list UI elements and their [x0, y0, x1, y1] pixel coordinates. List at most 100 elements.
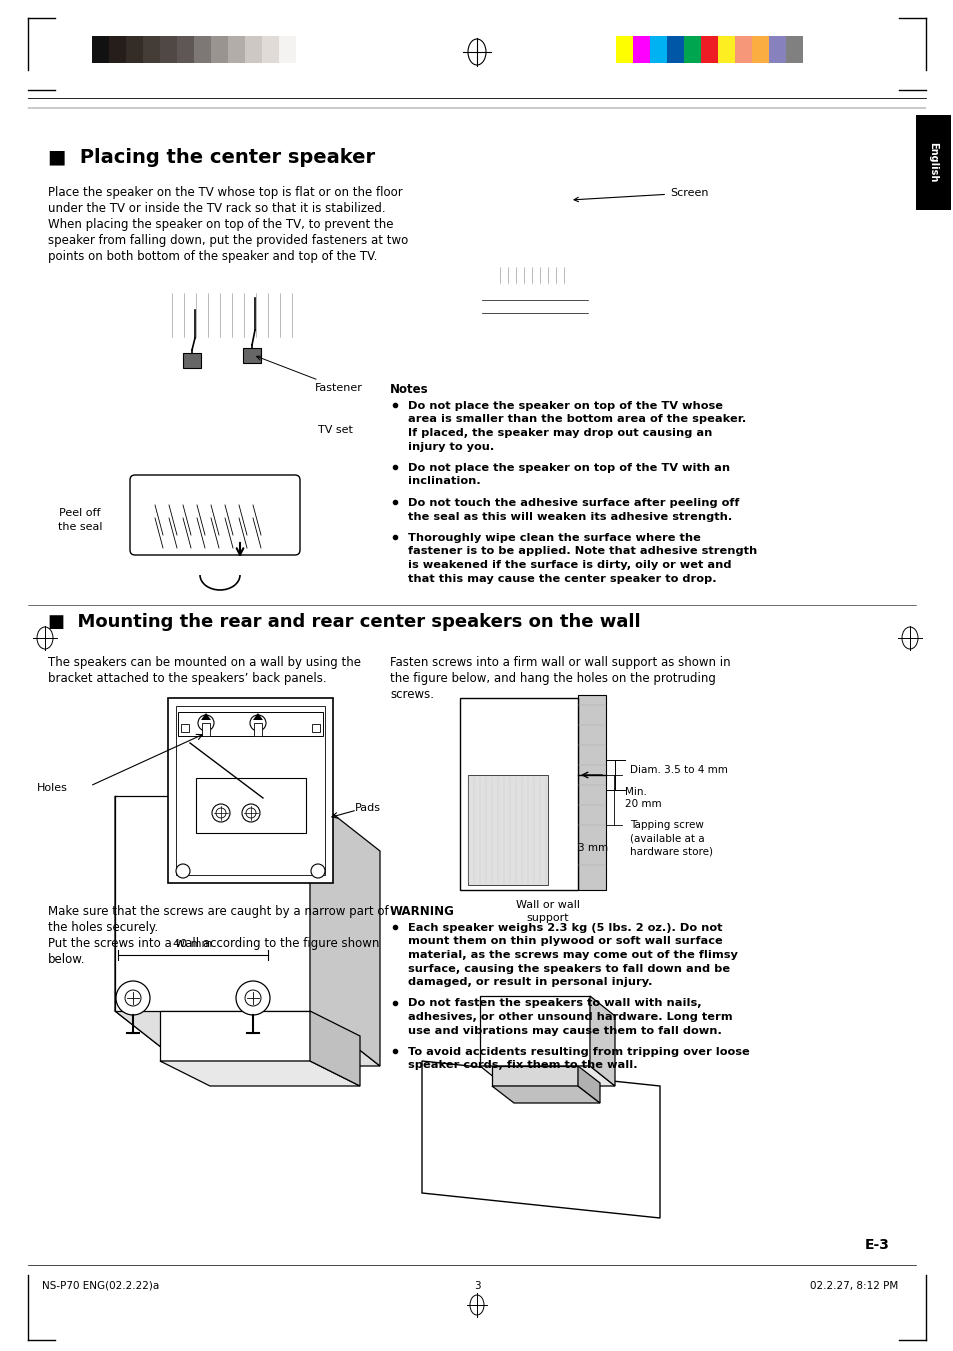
Polygon shape: [160, 1061, 359, 1086]
Text: bracket attached to the speakers’ back panels.: bracket attached to the speakers’ back p…: [48, 671, 326, 685]
Text: Thoroughly wipe clean the surface where the: Thoroughly wipe clean the surface where …: [408, 534, 700, 543]
Circle shape: [215, 808, 226, 817]
Bar: [649, 36, 666, 63]
Text: Make sure that the screws are caught by a narrow part of: Make sure that the screws are caught by …: [48, 905, 388, 917]
Polygon shape: [310, 796, 379, 1066]
Bar: [718, 36, 734, 63]
Text: surface, causing the speakers to fall down and be: surface, causing the speakers to fall do…: [408, 963, 729, 974]
Polygon shape: [589, 996, 615, 1086]
Bar: [616, 36, 633, 63]
Bar: [734, 36, 751, 63]
Circle shape: [235, 981, 270, 1015]
Text: When placing the speaker on top of the TV, to prevent the: When placing the speaker on top of the T…: [48, 218, 393, 231]
Polygon shape: [421, 1061, 659, 1219]
Bar: [109, 36, 126, 63]
Bar: [143, 36, 160, 63]
Circle shape: [125, 990, 141, 1006]
Polygon shape: [201, 713, 211, 720]
Polygon shape: [160, 1011, 310, 1061]
Text: TV set: TV set: [317, 426, 353, 435]
Polygon shape: [115, 796, 310, 1011]
Bar: [178, 712, 323, 736]
Bar: [181, 724, 189, 732]
Bar: [253, 723, 262, 736]
Polygon shape: [479, 996, 589, 1066]
Text: Diam. 3.5 to 4 mm: Diam. 3.5 to 4 mm: [629, 765, 727, 775]
Text: Each speaker weighs 2.3 kg (5 lbs. 2 oz.). Do not: Each speaker weighs 2.3 kg (5 lbs. 2 oz.…: [408, 923, 721, 934]
Text: Fastener: Fastener: [256, 355, 362, 393]
Text: To avoid accidents resulting from tripping over loose: To avoid accidents resulting from trippi…: [408, 1047, 749, 1056]
Text: Place the speaker on the TV whose top is flat or on the floor: Place the speaker on the TV whose top is…: [48, 186, 402, 199]
Circle shape: [242, 804, 260, 821]
Bar: [700, 36, 718, 63]
Text: 3: 3: [474, 1281, 479, 1292]
Bar: [312, 724, 319, 732]
Circle shape: [212, 804, 230, 821]
Text: is weakened if the surface is dirty, oily or wet and: is weakened if the surface is dirty, oil…: [408, 561, 731, 570]
Text: speaker cords, fix them to the wall.: speaker cords, fix them to the wall.: [408, 1061, 637, 1070]
Text: damaged, or result in personal injury.: damaged, or result in personal injury.: [408, 977, 652, 988]
Text: Put the screws into a wall according to the figure shown: Put the screws into a wall according to …: [48, 938, 379, 950]
Polygon shape: [479, 1066, 615, 1086]
Circle shape: [198, 715, 213, 731]
Polygon shape: [578, 1066, 599, 1102]
FancyBboxPatch shape: [130, 476, 299, 555]
Text: Do not place the speaker on top of the TV whose: Do not place the speaker on top of the T…: [408, 401, 722, 411]
Text: Pads: Pads: [355, 802, 380, 813]
Text: Peel off
the seal: Peel off the seal: [58, 508, 102, 531]
Text: ■  Mounting the rear and rear center speakers on the wall: ■ Mounting the rear and rear center spea…: [48, 613, 640, 631]
Bar: [245, 36, 262, 63]
Bar: [175, 707, 325, 875]
Bar: [751, 36, 768, 63]
Text: material, as the screws may come out of the flimsy: material, as the screws may come out of …: [408, 950, 737, 961]
Bar: [168, 698, 333, 884]
Text: use and vibrations may cause them to fall down.: use and vibrations may cause them to fal…: [408, 1025, 721, 1035]
Bar: [177, 36, 193, 63]
Polygon shape: [115, 796, 185, 1066]
Text: ■  Placing the center speaker: ■ Placing the center speaker: [48, 149, 375, 168]
Polygon shape: [492, 1086, 599, 1102]
Text: the figure below, and hang the holes on the protruding: the figure below, and hang the holes on …: [390, 671, 715, 685]
Bar: [683, 36, 700, 63]
Polygon shape: [115, 1011, 379, 1066]
Bar: [459, 698, 578, 890]
Circle shape: [175, 865, 190, 878]
Text: the holes securely.: the holes securely.: [48, 921, 158, 934]
Text: Holes: Holes: [37, 784, 68, 793]
Text: injury to you.: injury to you.: [408, 442, 494, 451]
Bar: [468, 775, 547, 885]
Bar: [915, 115, 950, 209]
Circle shape: [250, 715, 266, 731]
Text: speaker from falling down, put the provided fasteners at two: speaker from falling down, put the provi…: [48, 234, 408, 247]
Text: Wall or wall
support: Wall or wall support: [516, 900, 579, 923]
Text: under the TV or inside the TV rack so that it is stabilized.: under the TV or inside the TV rack so th…: [48, 203, 385, 215]
Circle shape: [246, 808, 255, 817]
Text: below.: below.: [48, 952, 86, 966]
Circle shape: [116, 981, 150, 1015]
Bar: [202, 723, 210, 736]
Text: screws.: screws.: [390, 688, 434, 701]
Bar: [666, 36, 683, 63]
Circle shape: [245, 990, 261, 1006]
Text: inclination.: inclination.: [408, 477, 480, 486]
Text: that this may cause the center speaker to drop.: that this may cause the center speaker t…: [408, 574, 716, 584]
Text: area is smaller than the bottom area of the speaker.: area is smaller than the bottom area of …: [408, 415, 745, 424]
Circle shape: [311, 865, 325, 878]
Bar: [160, 36, 177, 63]
Polygon shape: [253, 713, 263, 720]
Text: If placed, the speaker may drop out causing an: If placed, the speaker may drop out caus…: [408, 428, 712, 438]
Bar: [91, 36, 109, 63]
Text: adhesives, or other unsound hardware. Long term: adhesives, or other unsound hardware. Lo…: [408, 1012, 732, 1021]
Bar: [195, 778, 306, 834]
Text: WARNING: WARNING: [390, 905, 455, 917]
Bar: [578, 694, 605, 890]
Text: 3 mm: 3 mm: [578, 843, 607, 852]
Bar: [633, 36, 649, 63]
Bar: [211, 36, 228, 63]
Bar: [768, 36, 785, 63]
Bar: [193, 36, 211, 63]
Text: Do not place the speaker on top of the TV with an: Do not place the speaker on top of the T…: [408, 463, 729, 473]
Bar: [243, 349, 261, 363]
Text: the seal as this will weaken its adhesive strength.: the seal as this will weaken its adhesiv…: [408, 512, 732, 521]
Text: Do not fasten the speakers to wall with nails,: Do not fasten the speakers to wall with …: [408, 998, 700, 1008]
